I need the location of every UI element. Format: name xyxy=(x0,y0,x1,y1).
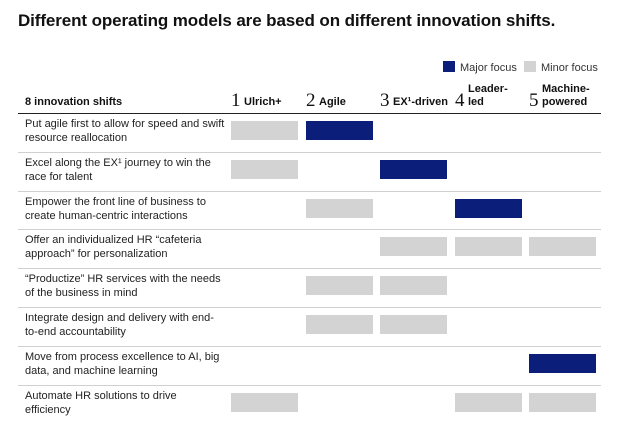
focus-bar-row1-col1-minor xyxy=(231,121,298,140)
focus-bar-row4-col4-minor xyxy=(455,237,522,257)
focus-bar-row1-col2-major xyxy=(306,121,373,140)
row-label-3: Empower the front line of business to cr… xyxy=(25,195,206,222)
column-label-4: Leader-led xyxy=(468,83,508,108)
focus-bar-row2-col1-minor xyxy=(231,159,298,179)
focus-bar-row6-col3-minor xyxy=(380,315,447,334)
column-label-2: Agile xyxy=(319,96,346,108)
row-separator xyxy=(18,345,601,347)
column-label-5: Machine-powered xyxy=(542,83,590,108)
column-number-3: 3 xyxy=(380,90,390,111)
column-label-1: Ulrich+ xyxy=(244,96,282,108)
column-number-5: 5 xyxy=(529,90,539,111)
column-number-2: 2 xyxy=(306,90,316,111)
focus-bar-row4-col3-minor xyxy=(380,237,447,257)
legend-minor-label: Minor focus xyxy=(541,62,598,74)
focus-bar-row4-col5-minor xyxy=(529,237,596,257)
column-label-3: EX¹-driven xyxy=(393,96,449,108)
row-separator xyxy=(18,190,601,192)
focus-bar-row3-col2-minor xyxy=(306,198,373,218)
focus-bar-row5-col3-minor xyxy=(380,276,447,296)
row-label-5: “Productize” HR services with the needs … xyxy=(25,273,221,300)
row-header: 8 innovation shifts xyxy=(25,96,123,108)
focus-bar-row2-col3-major xyxy=(380,159,447,179)
column-number-1: 1 xyxy=(231,90,241,111)
row-separator xyxy=(18,384,601,386)
row-label-1: Put agile first to allow for speed and s… xyxy=(25,118,225,144)
legend-minor-swatch xyxy=(524,61,536,72)
legend-major-swatch xyxy=(443,61,455,72)
legend-major-label: Major focus xyxy=(460,62,517,74)
row-separator xyxy=(18,229,601,231)
column-number-4: 4 xyxy=(455,90,465,111)
focus-bar-row7-col5-major xyxy=(529,353,596,373)
focus-bar-row5-col2-minor xyxy=(306,276,373,296)
row-separator xyxy=(18,151,601,153)
row-label-8: Automate HR solutions to drive efficienc… xyxy=(25,389,177,416)
row-label-2: Excel along the EX¹ journey to win the r… xyxy=(25,156,211,183)
row-label-7: Move from process excellence to AI, big … xyxy=(25,350,220,377)
focus-bar-row8-col1-minor xyxy=(231,392,298,412)
row-separator xyxy=(18,307,601,308)
row-separator xyxy=(18,268,601,270)
focus-bar-row6-col2-minor xyxy=(306,315,373,334)
chart-title: Different operating models are based on … xyxy=(18,11,556,30)
focus-bar-row8-col5-minor xyxy=(529,392,596,412)
focus-bar-row3-col4-major xyxy=(455,198,522,218)
focus-bar-row8-col4-minor xyxy=(455,392,522,412)
row-label-6: Integrate design and delivery with end-t… xyxy=(25,312,214,338)
row-label-4: Offer an individualized HR “cafeteria ap… xyxy=(25,234,202,261)
row-separator xyxy=(18,113,601,114)
